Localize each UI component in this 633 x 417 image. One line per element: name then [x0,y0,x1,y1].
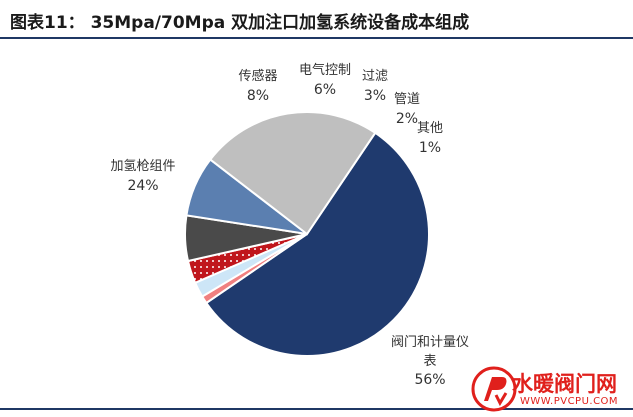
slice-value-3: 3% [364,88,386,104]
watermark-url: WWW.PVCPU.COM [520,396,619,407]
slice-label-5-line-0: 传感器 [238,68,277,84]
slice-label-3-line-0: 过滤 [362,69,388,84]
slice-label-4-line-0: 电气控制 [299,62,351,78]
slice-label-1-line-0: 其他 [417,121,443,136]
title-divider [0,37,633,39]
slice-label-2-line-0: 管道 [394,92,420,107]
watermark-name: 水暖阀门网 [512,372,617,396]
watermark-logo-icon [471,366,517,412]
slice-label-6-line-0: 加氢枪组件 [110,158,175,174]
pie-slice-6 [208,111,377,236]
slice-label-0-line-0: 阀门和计量仪 [391,335,469,350]
slice-value-0: 56% [414,372,445,388]
chart-title: 图表11： 35Mpa/70Mpa 双加注口加氢系统设备成本组成 [10,13,470,33]
bottom-divider [0,408,633,410]
pie-slice-0 [204,131,430,357]
slice-value-6: 24% [127,178,158,194]
slice-value-4: 6% [314,82,336,98]
slice-value-1: 1% [419,140,441,156]
pie-slices [184,111,430,357]
slice-value-2: 2% [396,111,418,127]
slice-label-0-line-1: 表 [423,354,436,369]
title-bar: 图表11： 35Mpa/70Mpa 双加注口加氢系统设备成本组成 [0,0,633,36]
slice-value-5: 8% [247,88,269,104]
